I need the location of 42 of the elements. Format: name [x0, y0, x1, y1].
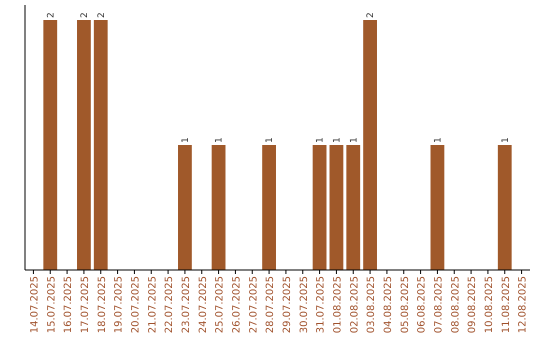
data-label: 1	[433, 137, 444, 143]
x-tick-label: 06.08.2025	[416, 276, 428, 334]
x-tick-label: 20.07.2025	[130, 276, 142, 334]
x-tick-label: 31.07.2025	[316, 276, 327, 334]
x-tick-label: 19.07.2025	[114, 276, 125, 334]
x-tick-label: 11.08.2025	[500, 276, 512, 334]
x-tick-label: 16.07.2025	[63, 276, 74, 334]
x-tick-label: 22.07.2025	[164, 276, 176, 334]
x-tick-label: 03.08.2025	[366, 276, 378, 334]
x-tick-label: 27.07.2025	[248, 276, 260, 334]
x-tick-label: 23.07.2025	[180, 276, 192, 334]
x-tick-label: 21.07.2025	[147, 276, 158, 334]
x-tick-label: 25.07.2025	[214, 276, 226, 334]
x-tick-label: 02.08.2025	[349, 276, 360, 334]
x-tick-label: 28.07.2025	[265, 276, 276, 334]
x-tick-label: 12.08.2025	[518, 276, 529, 334]
x-tick-label: 26.07.2025	[231, 276, 242, 334]
x-tick-label: 18.07.2025	[96, 276, 108, 334]
x-tick-label: 15.07.2025	[46, 276, 58, 334]
data-label: 1	[265, 137, 276, 143]
x-tick-label: 09.08.2025	[467, 276, 478, 334]
x-tick-label: 05.08.2025	[400, 276, 411, 334]
x-tick-label: 30.07.2025	[298, 276, 310, 334]
data-label: 2	[366, 12, 376, 18]
x-tick-label: 10.08.2025	[484, 276, 495, 334]
x-tick-label: 08.08.2025	[450, 276, 462, 334]
data-label: 1	[349, 137, 360, 143]
x-tick-label: 14.07.2025	[29, 276, 40, 334]
data-label: 1	[332, 137, 342, 143]
x-tick-label: 04.08.2025	[382, 276, 394, 334]
data-label: 2	[96, 12, 107, 18]
x-tick-label: 07.08.2025	[433, 276, 444, 334]
data-label: 2	[80, 12, 90, 18]
x-tick-label: 01.08.2025	[332, 276, 344, 334]
x-tick-label: 17.07.2025	[80, 276, 91, 334]
data-label: 1	[214, 137, 225, 143]
data-label: 1	[316, 137, 326, 143]
x-tick-label: 24.07.2025	[198, 276, 209, 334]
x-tick-label: 29.07.2025	[282, 276, 293, 334]
data-label: 2	[46, 12, 56, 18]
data-label: 1	[500, 137, 511, 143]
data-label: 1	[180, 137, 191, 143]
